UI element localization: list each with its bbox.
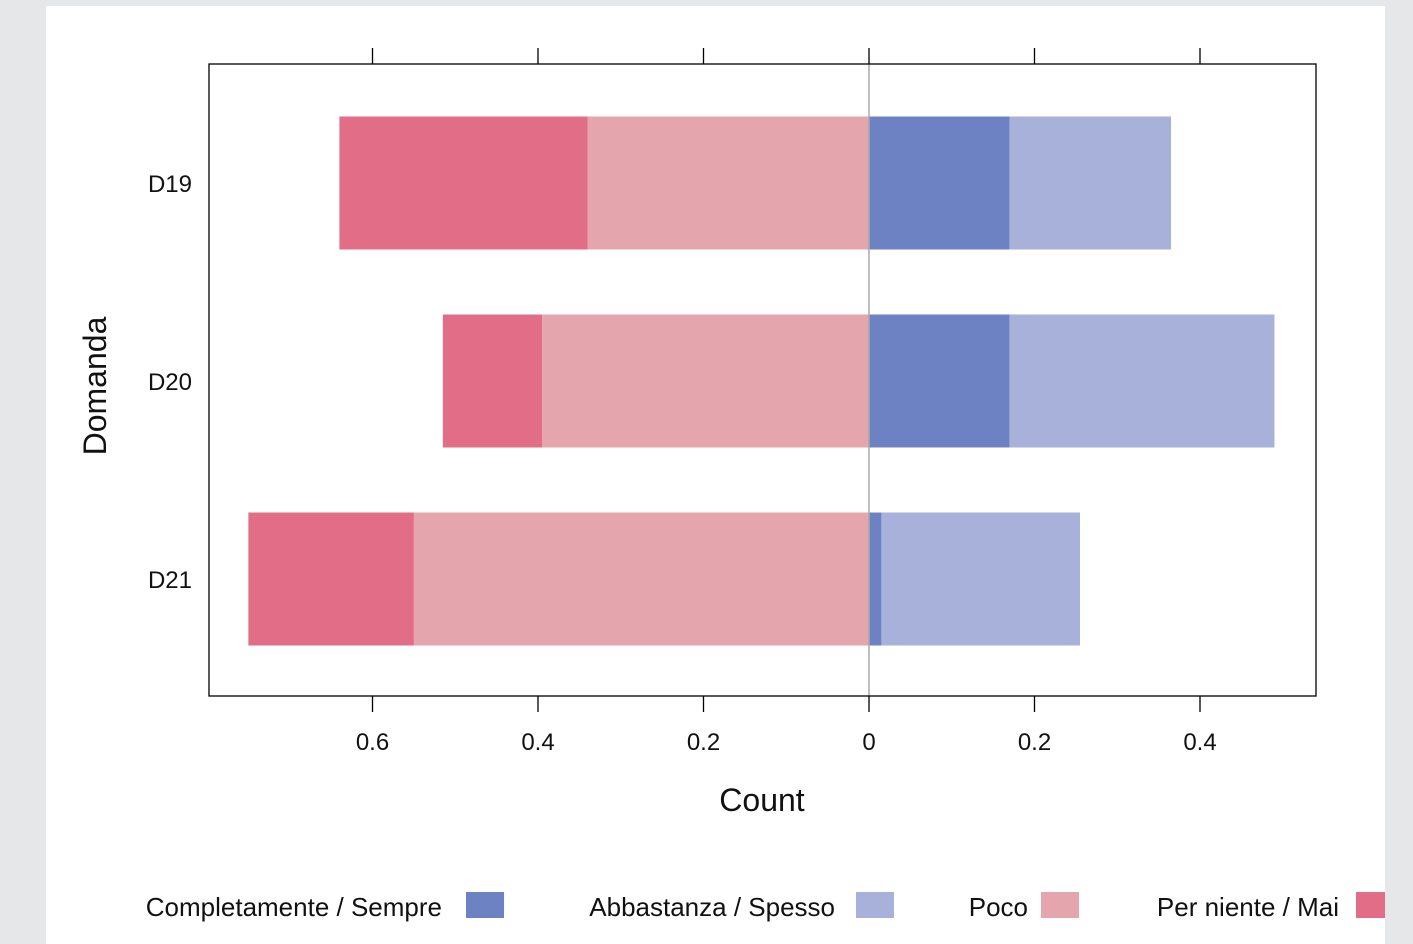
plot-frame [208, 63, 1317, 697]
legend-swatch-completamente-sempre [466, 892, 504, 918]
legend-label-completamente-sempre: Completamente / Sempre [146, 892, 442, 922]
legend: Completamente / Sempre Abbastanza / Spess… [146, 892, 1385, 922]
bar-d20-per-niente-mai [442, 314, 543, 448]
legend-label-abbastanza-spesso: Abbastanza / Spesso [589, 892, 835, 922]
bar-d19-per-niente-mai [339, 116, 588, 250]
legend-swatch-abbastanza-spesso [856, 892, 894, 918]
x-tick-label: 0.6 [356, 729, 389, 756]
bar-d21-per-niente-mai [248, 512, 414, 646]
legend-label-poco: Poco [969, 892, 1028, 922]
category-label-d21: D21 [148, 567, 192, 594]
category-label-d19: D19 [148, 171, 192, 198]
bar-d20-poco [542, 314, 869, 448]
category-labels: D19 D20 D21 [148, 171, 192, 594]
x-tick-label: 0.2 [1018, 729, 1051, 756]
diverging-bar-chart: 0.6 0.4 0.2 0 0.2 0.4 D19 D20 D21 Count Domanda… [77, 48, 1385, 922]
ticks-layer: 0.6 0.4 0.2 0 0.2 0.4 [356, 48, 1217, 756]
bars-layer [248, 116, 1275, 646]
bar-d20-completamente-sempre [869, 314, 1010, 448]
bar-d21-abbastanza-spesso [881, 512, 1081, 646]
category-label-d20: D20 [148, 369, 192, 396]
bar-d20-abbastanza-spesso [1009, 314, 1275, 448]
x-tick-label: 0.4 [1183, 729, 1216, 756]
y-axis-title: Domanda [77, 316, 113, 455]
bar-d21-completamente-sempre [869, 512, 882, 646]
bar-d19-poco [587, 116, 869, 250]
x-tick-label: 0 [862, 729, 875, 756]
chart-panel: 0.6 0.4 0.2 0 0.2 0.4 D19 D20 D21 Count Domanda… [46, 6, 1385, 944]
legend-swatch-poco [1041, 892, 1079, 918]
bar-d19-abbastanza-spesso [1009, 116, 1172, 250]
bar-d21-poco [413, 512, 869, 646]
bar-d19-completamente-sempre [869, 116, 1010, 250]
x-tick-label: 0.4 [521, 729, 554, 756]
x-axis-title: Count [719, 782, 805, 818]
legend-swatch-per-niente-mai [1356, 892, 1385, 918]
legend-label-per-niente-mai: Per niente / Mai [1157, 892, 1339, 922]
x-tick-label: 0.2 [687, 729, 720, 756]
